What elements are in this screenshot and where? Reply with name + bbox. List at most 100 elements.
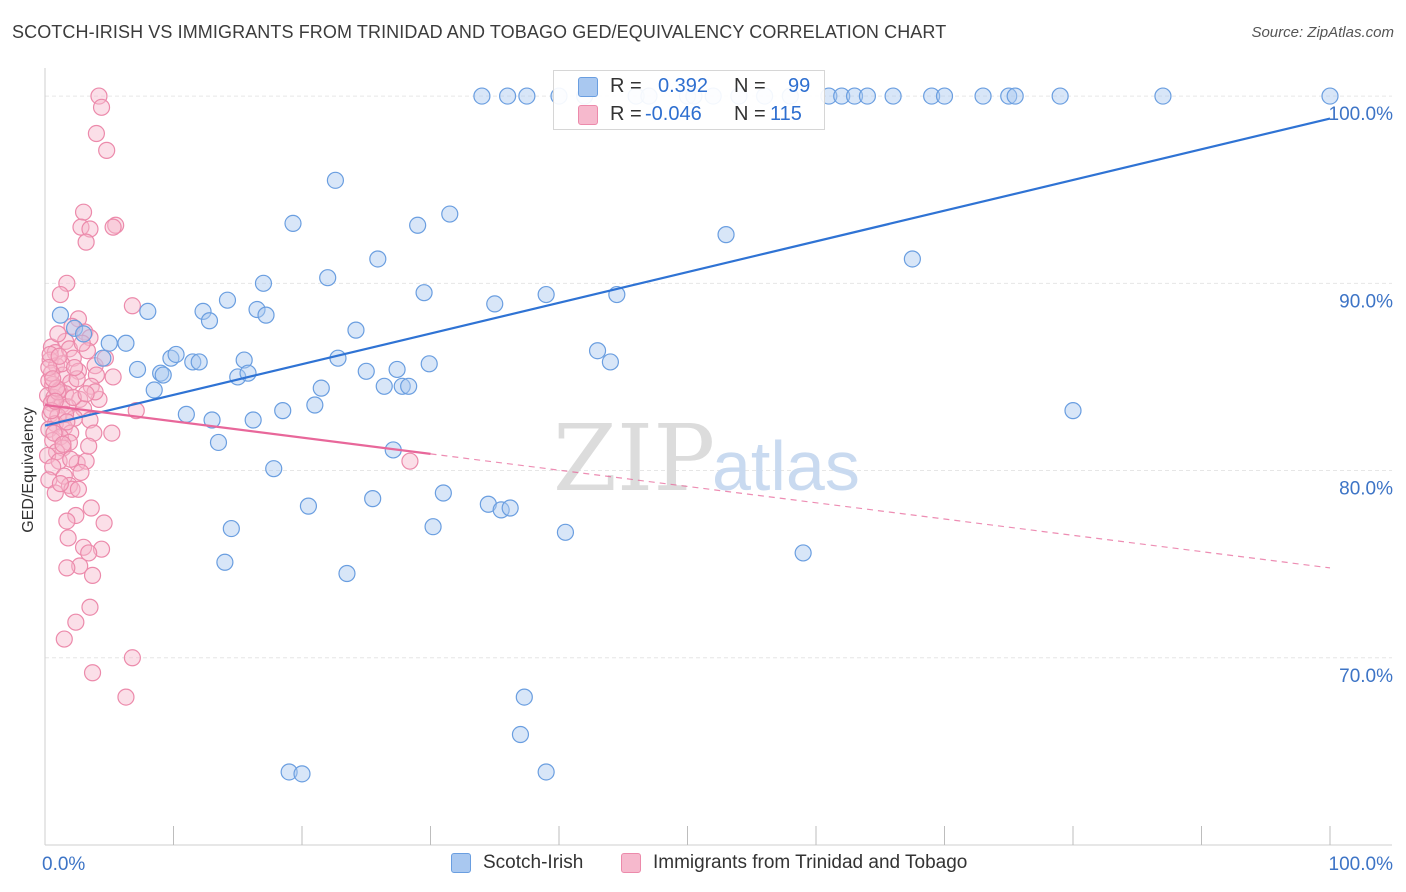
pink-point	[92, 98, 111, 116]
bottom-legend-swatch-pink	[621, 853, 641, 873]
blue-point	[717, 226, 735, 244]
pink-point	[46, 484, 64, 502]
legend-swatch-pink	[578, 105, 598, 125]
bottom-legend-swatch-blue	[451, 853, 471, 873]
pink-point	[58, 559, 76, 577]
blue-point	[441, 205, 459, 223]
blue-point	[858, 87, 877, 105]
blue-point	[265, 460, 283, 478]
blue-point	[393, 377, 411, 395]
blue-point	[100, 334, 118, 352]
blue-point	[518, 87, 536, 105]
pink-point	[81, 598, 99, 616]
blue-trend-line	[44, 117, 1331, 427]
pink-point	[44, 458, 62, 476]
pink-point	[54, 435, 72, 453]
blue-point	[1006, 87, 1024, 105]
legend-n-value: 115	[770, 103, 802, 125]
pink-point	[64, 388, 82, 407]
blue-point	[184, 353, 202, 371]
watermark: ZIP atlas	[553, 405, 860, 512]
blue-series-points	[51, 87, 1339, 783]
blue-point	[194, 302, 212, 320]
blue-point	[216, 553, 234, 571]
pink-point	[104, 368, 122, 386]
blue-point	[152, 364, 170, 382]
pink-trend-line-dashed	[430, 453, 1331, 569]
pink-point	[59, 529, 77, 547]
blue-point	[375, 377, 393, 395]
blue-point	[218, 291, 237, 309]
blue-point	[222, 519, 240, 538]
legend-r-value: -0.046	[645, 103, 702, 125]
pink-point	[103, 424, 121, 442]
blue-point	[974, 87, 992, 105]
legend-row-scotch-irish: R = 0.392 N = 99	[554, 73, 824, 101]
blue-point	[117, 334, 135, 352]
blue-point	[537, 285, 555, 304]
blue-point	[338, 564, 356, 583]
pink-point	[92, 540, 111, 558]
pink-point	[83, 566, 102, 584]
blue-point	[424, 518, 442, 536]
blue-point	[209, 433, 228, 452]
legend-n-label: N =	[734, 103, 766, 125]
blue-point	[499, 87, 517, 105]
pink-point	[51, 475, 70, 493]
chart-title: SCOTCH-IRISH VS IMMIGRANTS FROM TRINIDAD…	[12, 22, 947, 42]
blue-point	[235, 351, 253, 369]
pink-point	[49, 325, 67, 343]
blue-point	[935, 87, 954, 105]
legend-r-value: 0.392	[658, 75, 709, 97]
blue-point	[364, 490, 382, 508]
pink-point	[44, 370, 62, 388]
pink-point	[55, 630, 73, 648]
pink-point	[71, 557, 89, 575]
legend-swatch-blue	[578, 77, 598, 97]
pink-point	[77, 233, 95, 251]
blue-point	[139, 302, 157, 320]
blue-point	[515, 688, 533, 706]
pink-point	[104, 218, 122, 236]
blue-point	[501, 499, 519, 517]
blue-point	[1321, 87, 1339, 105]
blue-point	[486, 295, 504, 313]
blue-point	[1000, 87, 1018, 105]
blue-point	[420, 355, 438, 373]
pink-point	[67, 613, 85, 631]
blue-point	[145, 381, 163, 399]
pink-point	[69, 480, 88, 498]
pink-point	[40, 358, 58, 377]
blue-point	[434, 484, 452, 502]
blue-point	[884, 87, 902, 105]
pink-point	[87, 366, 106, 384]
pink-point	[67, 506, 85, 525]
pink-point	[401, 452, 419, 470]
blue-point	[326, 171, 345, 189]
blue-point	[556, 523, 575, 541]
blue-point	[1051, 87, 1069, 105]
axes	[44, 68, 1392, 846]
blue-point	[167, 345, 185, 364]
pink-point	[81, 220, 99, 238]
blue-point	[190, 353, 208, 371]
blue-point	[923, 87, 941, 105]
blue-point	[369, 250, 387, 268]
blue-point	[65, 319, 84, 337]
legend-r-label: R =	[610, 75, 642, 97]
pink-point	[72, 463, 90, 482]
blue-point	[601, 353, 620, 371]
stats-legend: R = 0.392 N = 99 R = -0.046 N = 115	[553, 70, 825, 130]
blue-point	[128, 360, 147, 379]
pink-point	[45, 424, 63, 442]
blue-point	[284, 214, 302, 232]
blue-point	[833, 87, 851, 105]
pink-point	[127, 402, 145, 420]
blue-point	[388, 360, 406, 379]
watermark-zip: ZIP	[553, 405, 715, 512]
pink-point	[117, 688, 135, 706]
pink-point	[123, 649, 141, 667]
blue-point	[319, 269, 337, 287]
y-tick-label: 80.0%	[1339, 479, 1393, 500]
y-tick-label: 100.0%	[1329, 104, 1394, 125]
